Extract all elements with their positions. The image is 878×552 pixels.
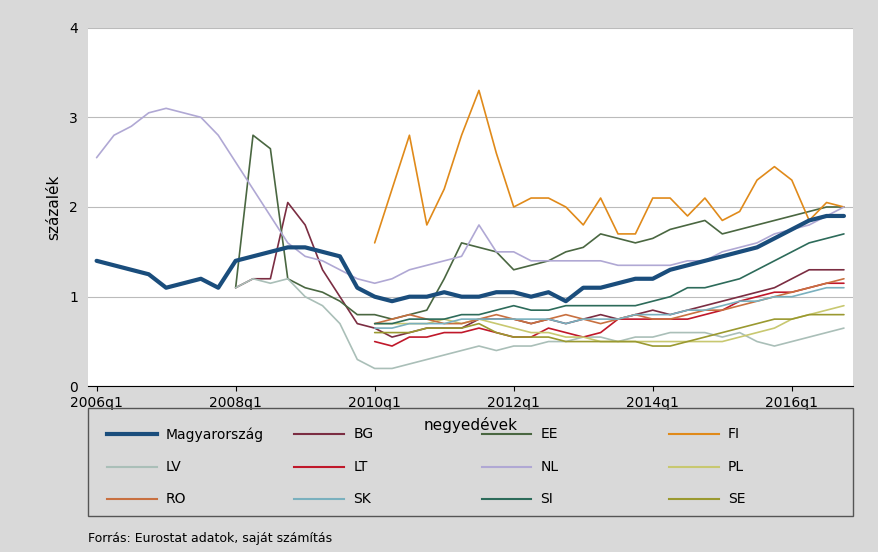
X-axis label: negyedévek: negyedévek: [423, 417, 516, 433]
Text: EE: EE: [540, 427, 558, 441]
Text: LT: LT: [353, 460, 367, 474]
Text: Magyarország: Magyarország: [166, 427, 263, 442]
Text: SE: SE: [727, 492, 745, 506]
Text: RO: RO: [166, 492, 186, 506]
Text: LV: LV: [166, 460, 182, 474]
Text: SK: SK: [353, 492, 371, 506]
Text: FI: FI: [727, 427, 739, 441]
Y-axis label: százalék: százalék: [46, 174, 61, 240]
Text: NL: NL: [540, 460, 558, 474]
Text: BG: BG: [353, 427, 373, 441]
Text: Forrás: Eurostat adatok, saját számítás: Forrás: Eurostat adatok, saját számítás: [88, 532, 332, 545]
Text: SI: SI: [540, 492, 553, 506]
Text: PL: PL: [727, 460, 744, 474]
